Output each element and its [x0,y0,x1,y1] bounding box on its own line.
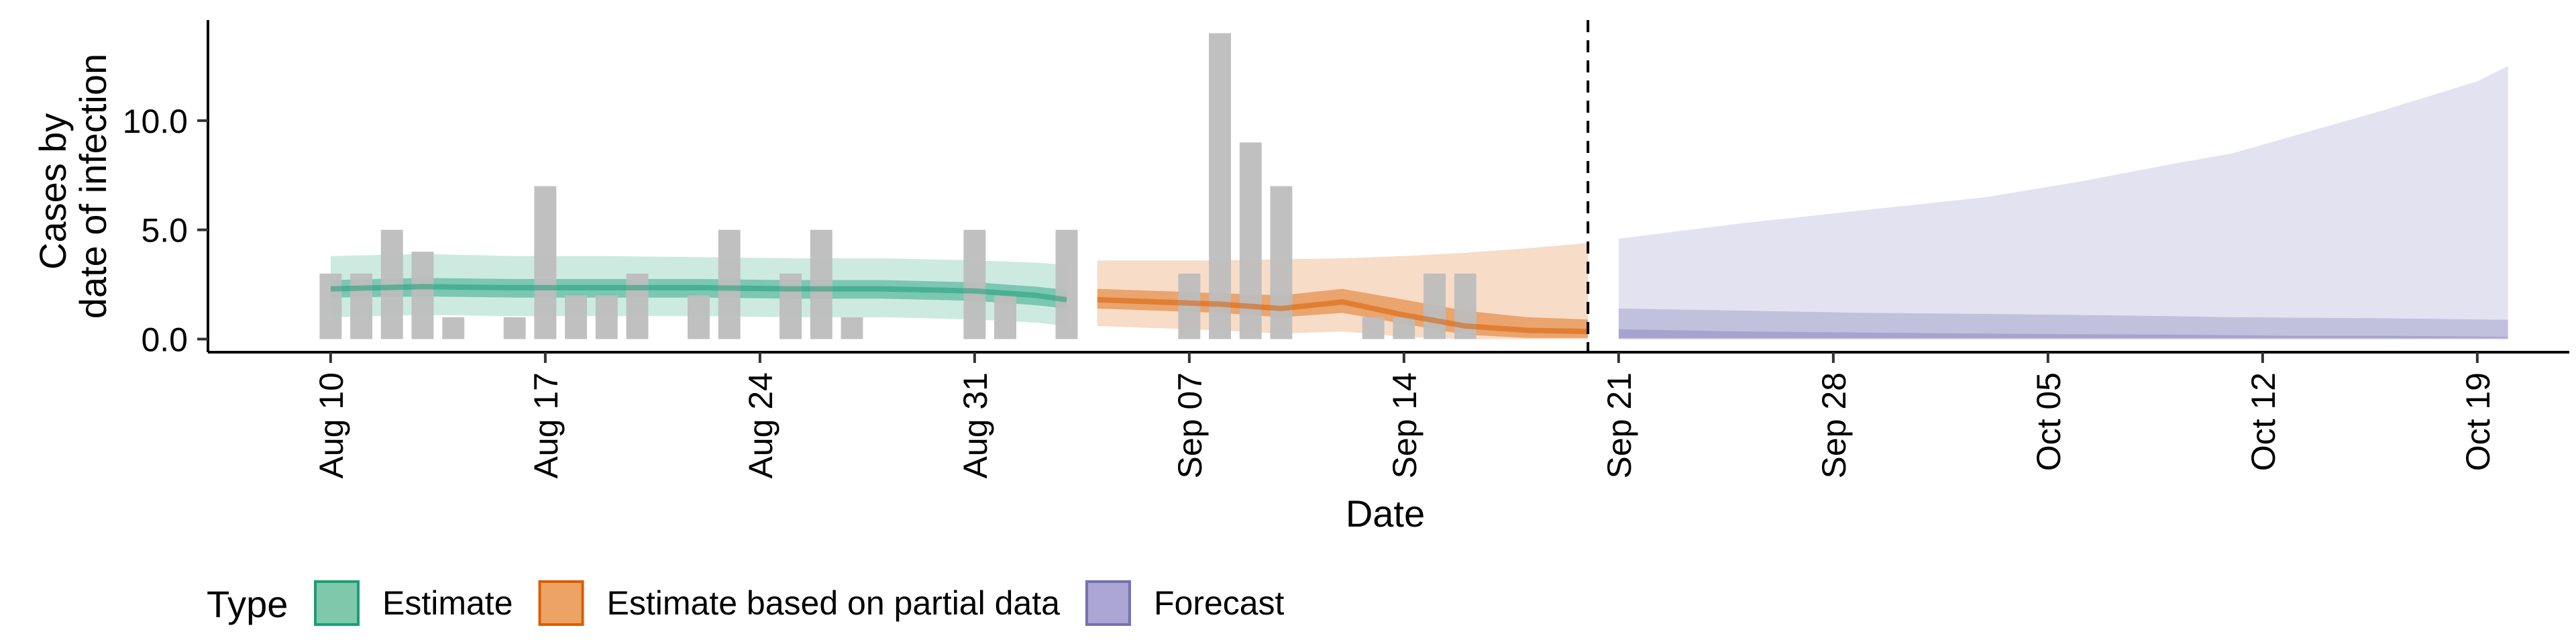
x-tick-label: Sep 21 [1601,372,1638,478]
bar-2021-09-16 [1454,273,1477,339]
bar-2021-09-07 [1178,273,1201,339]
bar-2021-08-22 [688,295,710,339]
bar-2021-08-18 [565,295,587,339]
y-axis-title-line1: Cases by [32,113,74,270]
x-tick-label: Oct 05 [2030,372,2068,471]
x-tick-label: Oct 19 [2459,372,2497,471]
bar-2021-08-16 [503,317,526,339]
legend-label-2: Forecast [1154,584,1285,622]
legend-key-2 [1085,580,1131,626]
bar-2021-08-10 [319,273,342,339]
y-tick-label: 5.0 [141,212,188,250]
series-1-median-line [1097,297,1589,335]
bar-2021-08-11 [350,273,372,339]
y-tick-label: 0.0 [141,321,188,358]
bar-2021-09-10 [1270,186,1293,339]
x-tick-label: Aug 10 [313,372,350,478]
y-tick-label: 10.0 [123,103,188,140]
bar-2021-09-03 [1055,229,1078,339]
bar-2021-08-19 [595,295,618,339]
axis-titles: Date Cases by date of infection [32,54,1425,535]
x-tick-label: Sep 28 [1815,372,1853,478]
bar-2021-08-26 [810,229,833,339]
x-tick-label: Aug 31 [957,372,994,478]
x-tick-label: Oct 12 [2245,372,2282,471]
legend-label-1: Estimate based on partial data [607,584,1061,622]
bar-2021-08-23 [718,229,741,339]
bar-2021-08-20 [626,273,649,339]
x-tick-label: Aug 24 [742,372,780,478]
uncertainty-bands [330,66,2508,339]
bar-2021-08-12 [380,229,403,339]
legend-key-1 [538,580,584,626]
bar-2021-09-14 [1393,317,1415,339]
bar-2021-08-13 [411,252,434,339]
y-axis-title: Cases by date of infection [32,54,114,319]
observed-cases-bars [319,33,1477,339]
x-tick-label: Sep 14 [1386,372,1424,478]
series-2-band-inner [1618,308,2508,339]
bar-2021-08-31 [963,229,986,339]
bar-2021-09-08 [1209,33,1231,339]
x-tick-label: Sep 07 [1171,372,1209,478]
bar-2021-09-01 [994,295,1016,339]
bar-2021-09-09 [1239,142,1262,339]
legend: Type Estimate Estimate based on partial d… [207,580,1285,626]
x-axis-title: Date [1346,492,1425,535]
bar-2021-09-13 [1362,317,1385,339]
x-tick-label: Aug 17 [527,372,565,478]
bar-2021-08-25 [780,273,802,339]
y-axis-title-line2: date of infection [72,54,114,319]
bar-2021-08-14 [442,317,465,339]
series-2-band-90 [1618,66,2508,339]
bar-2021-08-27 [841,317,863,339]
series-0-median-line [330,284,1067,303]
legend-key-0 [314,580,360,626]
legend-title: Type [207,583,288,625]
series-2-band-50 [1618,329,2508,338]
bar-2021-09-15 [1424,273,1446,339]
legend-label-0: Estimate [382,584,513,622]
tick-labels: 0.0 5.0 10.0 Aug 10 Aug 17 Aug 24 Aug 31 Sep 07… [123,103,2497,479]
axes [197,20,2569,363]
bar-2021-08-17 [534,186,557,339]
median-lines [330,284,1589,335]
